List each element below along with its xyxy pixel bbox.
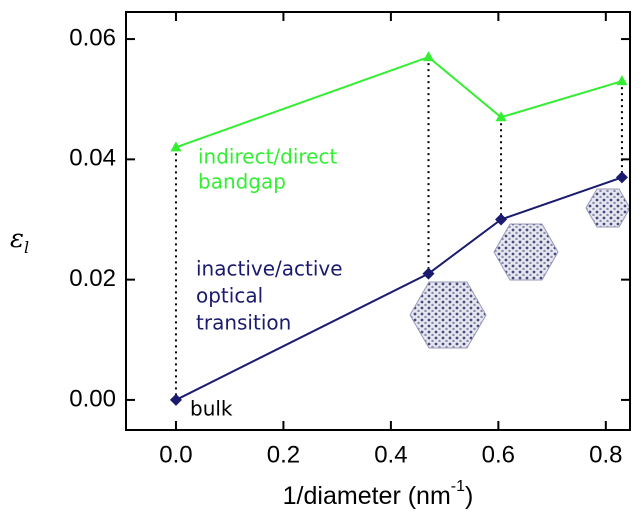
x-tick-label: 0.4	[374, 441, 407, 468]
flake-large	[409, 281, 487, 349]
y-tick-label: 0.00	[69, 385, 116, 412]
marker	[422, 267, 435, 280]
y-tick-label: 0.04	[69, 145, 116, 172]
annotation: bandgap	[198, 170, 286, 194]
x-tick-label: 0.8	[589, 441, 622, 468]
y-tick-label: 0.02	[69, 265, 116, 292]
x-tick-label: 0.0	[159, 441, 192, 468]
flake-small	[585, 188, 631, 228]
x-axis-label: 1/diameter (nm-1)	[283, 478, 474, 509]
x-tick-label: 0.2	[267, 441, 300, 468]
y-label-sub: l	[24, 238, 29, 257]
marker	[170, 141, 182, 152]
series-line	[175, 176, 623, 401]
marker	[495, 111, 507, 122]
y-tick-label: 0.06	[69, 24, 116, 51]
y-axis-label: εl	[10, 224, 29, 257]
annotation: inactive/active	[196, 257, 343, 281]
marker	[615, 171, 628, 184]
annotation: transition	[196, 311, 291, 335]
x-label-sup: -1	[451, 478, 465, 495]
plot: 0.0 0.2 0.4 0.6 0.8 0.00 0.02 0.04 0.06	[69, 11, 631, 468]
x-label-part: )	[465, 482, 473, 510]
annotation: bulk	[190, 397, 233, 421]
annotation: optical	[196, 284, 263, 308]
y-label-symbol: ε	[10, 224, 24, 254]
x-tick-label: 0.6	[482, 441, 515, 468]
annotation: indirect/direct	[198, 145, 337, 169]
flake-medium	[493, 223, 559, 281]
marker	[616, 75, 628, 86]
marker	[423, 51, 435, 62]
marker	[495, 213, 508, 226]
x-label-part: 1/diameter (nm	[283, 482, 451, 510]
marker	[169, 393, 182, 406]
series-line	[175, 55, 623, 149]
plot-frame	[125, 11, 631, 431]
flakes	[409, 188, 631, 349]
